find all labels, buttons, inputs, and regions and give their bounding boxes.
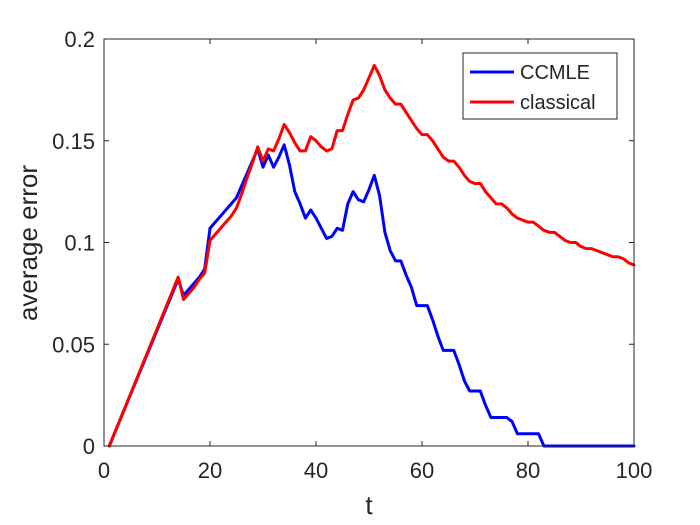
y-tick-label: 0.05 [52,332,95,357]
legend-label-ccmle: CCMLE [520,62,590,84]
x-tick-label: 20 [198,458,222,483]
x-tick-label: 40 [304,458,328,483]
y-axis-label: average error [13,165,43,321]
axes: 0 20 40 60 80 100 0 0.05 0.1 0.15 0.2 [52,27,652,483]
x-tick-label: 80 [516,458,540,483]
legend-label-classical: classical [520,92,596,114]
y-tick-label: 0.15 [52,129,95,154]
legend: CCMLE classical [462,52,618,120]
x-tick-label: 0 [98,458,110,483]
y-tick-label: 0 [83,434,95,459]
x-tick-label: 100 [616,458,653,483]
y-tick-label: 0.2 [64,27,95,52]
series-line-ccmle [107,143,636,448]
legend-box [462,52,618,120]
plot-area [107,63,636,448]
series-line-classical [107,63,636,448]
x-axis-label: t [365,490,373,520]
y-tick-label: 0.1 [64,231,95,256]
x-tick-label: 60 [410,458,434,483]
